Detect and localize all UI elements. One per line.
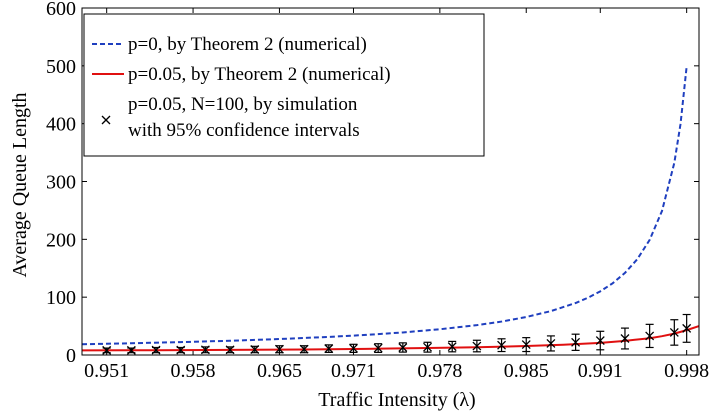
sim-point xyxy=(447,340,457,353)
sim-point xyxy=(497,338,507,353)
y-tick-label: 400 xyxy=(46,114,76,136)
y-tick-label: 0 xyxy=(66,345,76,367)
legend-label-p0: p=0, by Theorem 2 (numerical) xyxy=(128,34,367,55)
sim-point xyxy=(398,342,408,353)
plot-frame xyxy=(81,7,700,356)
sim-point xyxy=(472,339,482,353)
y-tick-label: 100 xyxy=(46,287,76,309)
sim-point xyxy=(126,345,136,355)
x-tick-label: 0.951 xyxy=(84,360,129,382)
sim-point xyxy=(682,313,692,343)
series-line-0 xyxy=(82,66,688,346)
sim-point xyxy=(595,330,605,351)
legend-marker-sim xyxy=(101,115,111,125)
sim-point xyxy=(274,344,284,354)
sim-point xyxy=(620,327,630,350)
sim-point xyxy=(176,345,186,355)
x-tick-label: 0.965 xyxy=(257,360,302,382)
x-tick-label: 0.958 xyxy=(171,360,216,382)
x-tick-label: 0.971 xyxy=(331,360,376,382)
legend-box xyxy=(83,13,485,157)
sim-point xyxy=(151,345,161,355)
series-line-1 xyxy=(82,325,699,352)
sim-point xyxy=(521,337,531,353)
sim-point xyxy=(200,345,210,355)
plot-area xyxy=(82,66,699,355)
x-axis-title: Traffic Intensity (λ) xyxy=(318,389,475,411)
sim-point xyxy=(645,323,655,349)
sim-point xyxy=(546,335,556,352)
tick-layer: 0 100 200 300 400 500 600 0.951 0.958 0.965 0.971 0… xyxy=(46,0,709,382)
legend-label-p005: p=0.05, by Theorem 2 (numerical) xyxy=(128,64,391,85)
x-tick-label: 0.985 xyxy=(504,360,549,382)
sim-point xyxy=(571,333,581,351)
x-tick-label: 0.991 xyxy=(578,360,623,382)
sim-point xyxy=(669,319,679,346)
y-tick-label: 200 xyxy=(46,229,76,251)
legend: p=0, by Theorem 2 (numerical) p=0.05, by… xyxy=(83,13,485,157)
sim-point xyxy=(423,341,432,353)
x-tick-label: 0.978 xyxy=(417,360,462,382)
sim-point xyxy=(299,344,309,354)
sim-point xyxy=(102,345,112,355)
series-layer xyxy=(82,66,699,355)
y-tick-label: 500 xyxy=(46,56,76,78)
sim-point xyxy=(373,343,383,353)
legend-label-sim-line1: p=0.05, N=100, by simulation xyxy=(128,94,358,115)
y-axis-title: Average Queue Length xyxy=(9,92,31,277)
legend-label-sim-line2: with 95% confidence intervals xyxy=(128,120,360,141)
y-tick-label: 300 xyxy=(46,172,76,194)
sim-point xyxy=(324,344,334,354)
y-tick-label: 600 xyxy=(46,0,76,20)
sim-point xyxy=(250,345,260,354)
x-tick-label: 0.998 xyxy=(664,360,709,382)
sim-point xyxy=(225,345,235,355)
sim-point xyxy=(349,343,358,353)
